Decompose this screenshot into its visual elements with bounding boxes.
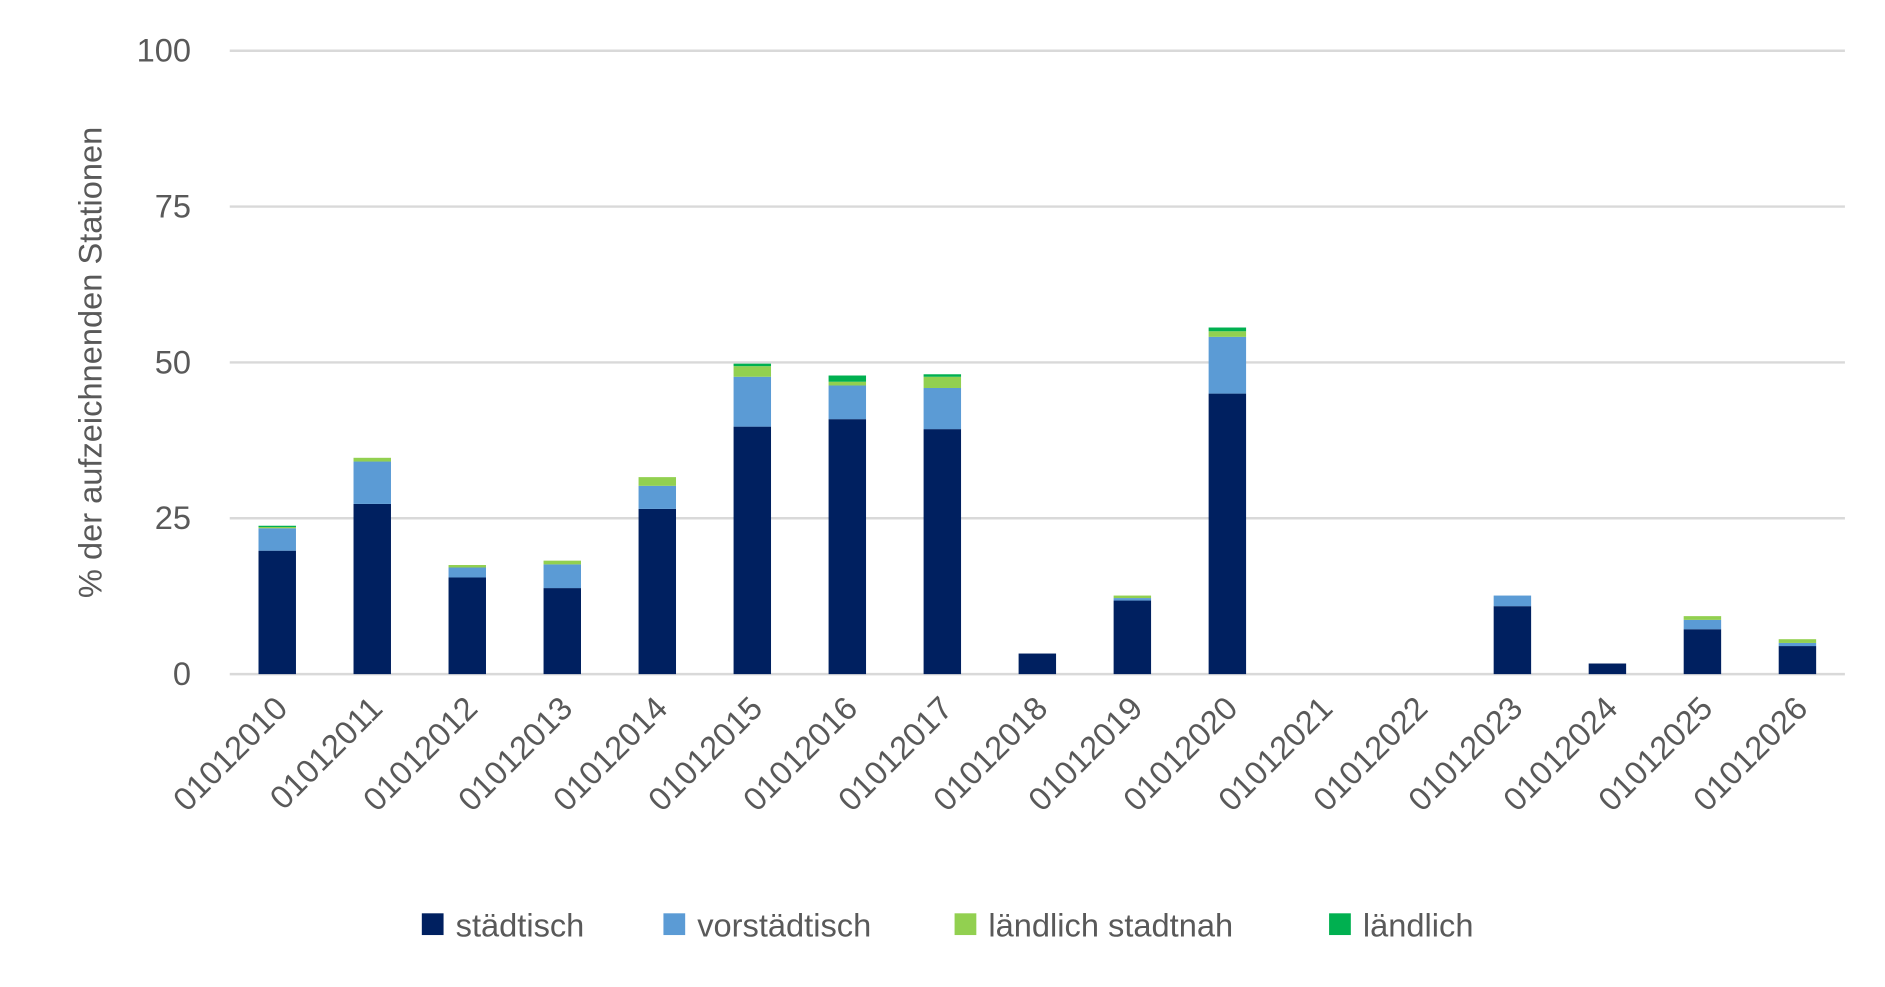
legend-label: städtisch: [456, 906, 585, 943]
bar-01012016-series-0: [828, 419, 867, 675]
y-tick-label: 50: [155, 343, 191, 380]
x-tick-labels: 0101201001012011010120120101201301012014…: [166, 689, 1815, 818]
bar-01012017-series-2: [923, 376, 962, 388]
bar-01012011-series-1: [353, 461, 391, 504]
legend: städtisch vorstädtisch ländlich stadtnah lä…: [421, 906, 1474, 943]
bar-01012010-series-3: [258, 525, 296, 527]
bar-01012013-series-0: [543, 588, 582, 675]
bar-01012014-series-0: [638, 508, 677, 675]
legend-swatch: [663, 913, 686, 936]
bar-01012017-series-1: [923, 387, 962, 430]
bar-01012024-series-0: [1588, 663, 1627, 675]
legend-item: städtisch: [421, 906, 585, 943]
bar-01012016-series-1: [828, 385, 867, 420]
bar-01012017-series-0: [923, 429, 962, 675]
bar-01012013-series-2: [543, 560, 582, 565]
bar-01012023-series-0: [1493, 606, 1532, 675]
gridlines: [229, 49, 1845, 676]
legend-item: ländlich: [1329, 906, 1474, 943]
bar-01012015-series-2: [733, 366, 772, 377]
legend-label: ländlich: [1363, 906, 1474, 943]
bar-01012025-series-0: [1683, 629, 1722, 675]
bar-01012014-series-1: [638, 485, 677, 509]
bar-01012023-series-1: [1493, 595, 1532, 607]
y-tick-labels: 0 25 50 75 100: [137, 32, 191, 692]
bar-01012013-series-1: [543, 564, 582, 589]
legend-item: ländlich stadtnah: [954, 906, 1233, 943]
bars: [258, 327, 1817, 675]
legend-label: ländlich stadtnah: [988, 906, 1233, 943]
legend-item: vorstädtisch: [663, 906, 871, 943]
bar-01012012-series-1: [448, 567, 486, 578]
bar-01012010-series-0: [258, 550, 296, 675]
bar-01012017-series-3: [923, 374, 962, 377]
bar-01012020-series-2: [1208, 331, 1247, 337]
y-axis-label: % der aufzeichnenden Stationen: [72, 127, 109, 598]
bar-01012010-series-1: [258, 528, 296, 551]
bar-01012016-series-2: [828, 381, 867, 386]
bar-01012012-series-0: [448, 577, 486, 675]
y-tick-label: 0: [173, 655, 191, 692]
bar-01012019-series-0: [1113, 600, 1152, 675]
y-tick-label: 75: [155, 187, 191, 224]
bar-01012015-series-3: [733, 363, 772, 367]
bar-01012020-series-1: [1208, 336, 1247, 394]
bar-01012014-series-2: [638, 477, 677, 486]
bar-01012012-series-2: [448, 565, 486, 568]
y-tick-label: 25: [155, 499, 191, 536]
bar-01012026-series-2: [1778, 639, 1817, 643]
bar-01012010-series-2: [258, 526, 296, 529]
bar-01012020-series-3: [1208, 327, 1247, 332]
y-tick-label: 100: [137, 32, 191, 69]
legend-label: vorstädtisch: [697, 906, 871, 943]
bar-01012026-series-0: [1778, 646, 1817, 675]
bar-01012015-series-1: [733, 376, 772, 427]
bar-01012015-series-0: [733, 426, 772, 675]
bar-01012018-series-0: [1018, 653, 1057, 675]
bar-01012019-series-1: [1113, 598, 1152, 601]
bar-01012020-series-0: [1208, 393, 1247, 675]
bar-01012011-series-2: [353, 457, 391, 462]
legend-swatch: [421, 913, 444, 936]
bar-01012025-series-1: [1683, 619, 1722, 630]
legend-swatch: [954, 913, 977, 936]
bar-01012016-series-3: [828, 375, 867, 382]
bar-01012011-series-0: [353, 503, 391, 675]
legend-swatch: [1329, 913, 1351, 936]
bar-01012025-series-2: [1683, 616, 1722, 620]
bar-01012019-series-2: [1113, 595, 1152, 599]
bar-01012026-series-1: [1778, 642, 1817, 647]
